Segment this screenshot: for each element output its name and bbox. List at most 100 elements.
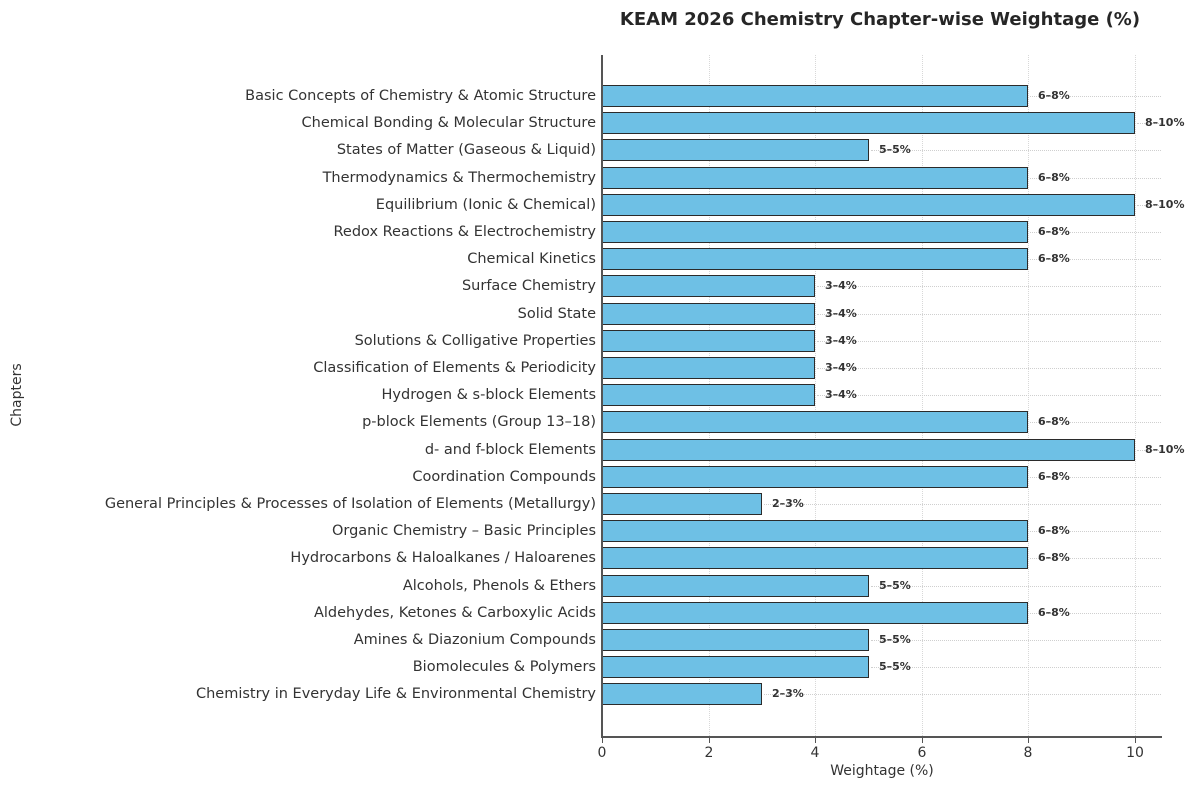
horizontal-gridline [817,395,1161,396]
x-tick-label: 6 [917,745,927,761]
category-label: Alcohols, Phenols & Ethers [402,578,596,594]
bar [602,194,1135,216]
category-label: Thermodynamics & Thermochemistry [322,170,596,186]
value-label: 6–8% [1038,606,1070,619]
value-label: 3–4% [825,388,857,401]
bar [602,85,1028,107]
x-tick-mark [602,738,603,743]
x-tick-label: 2 [704,745,714,761]
category-label: Organic Chemistry – Basic Principles [331,523,596,539]
value-label: 8–10% [1145,198,1185,211]
chart-title: KEAM 2026 Chemistry Chapter-wise Weighta… [619,9,1141,30]
category-label: p-block Elements (Group 13–18) [362,414,596,430]
value-label: 3–4% [825,334,857,347]
x-tick-mark [709,738,710,743]
bar [602,656,869,678]
horizontal-gridline [817,368,1161,369]
value-label: 6–8% [1038,415,1070,428]
bar [602,466,1028,488]
x-tick-mark [815,738,816,743]
horizontal-gridline [1030,96,1161,97]
bar [602,411,1028,433]
bar [602,683,762,705]
horizontal-gridline [1030,422,1161,423]
category-label: States of Matter (Gaseous & Liquid) [336,142,596,158]
x-tick-label: 10 [1126,745,1144,761]
category-label: d- and f-block Elements [424,442,596,458]
horizontal-gridline [1137,123,1161,124]
value-label: 8–10% [1145,443,1185,456]
y-axis-spine [601,55,603,738]
bar [602,629,869,651]
category-label: Equilibrium (Ionic & Chemical) [375,197,596,213]
category-label: Chemical Bonding & Molecular Structure [301,115,596,131]
bar [602,330,815,352]
bar [602,493,762,515]
x-tick-mark [922,738,923,743]
bar [602,167,1028,189]
x-tick-label: 8 [1023,745,1033,761]
horizontal-gridline [817,286,1161,287]
x-axis-label: Weightage (%) [830,763,934,779]
horizontal-gridline [1137,205,1161,206]
category-label: Classification of Elements & Periodicity [313,360,596,376]
value-label: 5–5% [879,579,911,592]
horizontal-gridline [1030,232,1161,233]
category-label: Solid State [517,306,596,322]
horizontal-gridline [764,504,1161,505]
value-label: 6–8% [1038,470,1070,483]
x-tick-label: 4 [810,745,820,761]
category-label: Solutions & Colligative Properties [354,333,596,349]
horizontal-gridline [1030,613,1161,614]
vertical-gridline [815,55,816,736]
bar [602,575,869,597]
bar [602,248,1028,270]
value-label: 5–5% [879,143,911,156]
value-label: 3–4% [825,361,857,374]
horizontal-gridline [817,314,1161,315]
category-label: Redox Reactions & Electrochemistry [333,224,596,240]
value-label: 5–5% [879,660,911,673]
category-label: Coordination Compounds [412,469,596,485]
x-tick-mark [1135,738,1136,743]
bar [602,139,869,161]
horizontal-gridline [1030,477,1161,478]
value-label: 6–8% [1038,252,1070,265]
value-label: 5–5% [879,633,911,646]
category-label: Hydrocarbons & Haloalkanes / Haloarenes [290,550,596,566]
value-label: 6–8% [1038,171,1070,184]
bar [602,357,815,379]
bar [602,275,815,297]
value-label: 2–3% [772,687,804,700]
category-label: Basic Concepts of Chemistry & Atomic Str… [245,88,596,104]
horizontal-gridline [1030,259,1161,260]
category-label: Aldehydes, Ketones & Carboxylic Acids [313,605,596,621]
horizontal-gridline [1030,531,1161,532]
value-label: 3–4% [825,279,857,292]
category-label: Hydrogen & s-block Elements [381,387,597,403]
bar [602,221,1028,243]
bar [602,439,1135,461]
category-label: Chemistry in Everyday Life & Environment… [195,686,596,702]
x-tick-mark [1028,738,1029,743]
horizontal-gridline [1030,178,1161,179]
horizontal-gridline [871,586,1161,587]
bar [602,384,815,406]
category-label: Amines & Diazonium Compounds [353,632,596,648]
horizontal-gridline [871,667,1161,668]
value-label: 6–8% [1038,225,1070,238]
x-tick-label: 0 [597,745,607,761]
bar [602,520,1028,542]
category-label: Chemical Kinetics [467,251,596,267]
x-axis-spine [601,736,1162,738]
horizontal-gridline [1137,450,1161,451]
bar [602,303,815,325]
horizontal-gridline [871,150,1161,151]
horizontal-gridline [1030,558,1161,559]
bar [602,547,1028,569]
horizontal-gridline [764,694,1161,695]
value-label: 3–4% [825,307,857,320]
bar [602,112,1135,134]
value-label: 2–3% [772,497,804,510]
value-label: 8–10% [1145,116,1185,129]
